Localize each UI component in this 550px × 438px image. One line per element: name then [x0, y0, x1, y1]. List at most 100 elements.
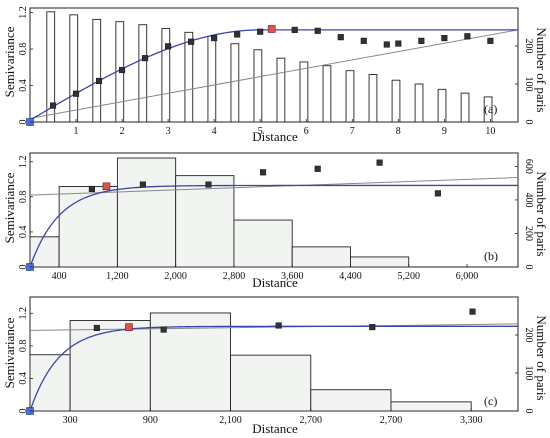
panel-c-data-point	[369, 324, 376, 331]
panel-c-x-tick-label: 300	[63, 415, 78, 426]
panel-a-x-tick-label: 4	[212, 126, 217, 137]
panel-c-bar	[310, 389, 392, 412]
panel-b-label: (b)	[484, 249, 498, 263]
panel-c: 300 900 2,100 2,700 2,700 3,300 0 0.4 0.8 1.2 0 100…	[2, 296, 549, 436]
panel-b-y-tick-label-right: 0	[523, 265, 534, 270]
panel-b-data-point	[88, 185, 95, 193]
panel-a-y-tick-label-left: 1.2	[18, 6, 29, 19]
panel-b-x-tick-label: 3,600	[281, 271, 304, 282]
panel-b-y-tick-label-left: 0.8	[18, 191, 29, 204]
panel-c-x-tick-label: 900	[143, 415, 158, 426]
panel-a-bar	[253, 49, 263, 123]
panel-a-data-point	[464, 33, 471, 40]
panel-c-model-curve	[29, 325, 518, 412]
panel-a-data-point	[49, 102, 57, 109]
panel-a-data-point	[142, 55, 149, 62]
panel-a-x-tick-label: 9	[442, 126, 447, 137]
panel-b-x-tick-label: 2,800	[223, 271, 246, 282]
panel-c-trend-line	[29, 323, 519, 331]
panel-b: 400 1,200 2,000 2,800 3,600 4,400 5,200 6,000 0 0…	[2, 152, 549, 290]
panel-b-y-tick-label-left: 0	[18, 265, 29, 270]
panel-a-bar	[437, 88, 447, 123]
panel-b-data-point	[139, 181, 146, 188]
panel-a-bar	[138, 24, 148, 123]
panel-a-bar	[161, 28, 171, 123]
panel-a-y-tick-label-left: 0	[18, 120, 29, 125]
panel-a-x-tick-label: 8	[396, 126, 401, 137]
panel-a-data-point	[418, 37, 425, 44]
panel-a-bar	[276, 57, 286, 123]
panel-c-data-point	[469, 308, 476, 315]
panel-a-x-tick-label: 6	[304, 126, 309, 137]
panel-a-bar	[368, 74, 378, 123]
panel-a-data-point	[234, 31, 241, 38]
panel-a-data-point	[314, 27, 321, 34]
panel-b-x-tick-label: 1,200	[106, 271, 129, 282]
panel-b-x-tick-label: 2,000	[164, 271, 187, 282]
panel-b-ylabel-left: Semivariance	[2, 172, 17, 243]
panel-a-x-tick-label: 1	[74, 126, 79, 137]
panel-b-y-tick-label-right: 200	[523, 226, 534, 241]
panel-b-plot: 400 1,200 2,000 2,800 3,600 4,400 5,200 6,000 0 0…	[18, 152, 534, 282]
panel-c-y-tick-label-left: 0.4	[18, 372, 29, 385]
panel-a-xlabel: Distance	[252, 129, 298, 144]
panel-a-y-tick-label-right: 100	[523, 77, 534, 92]
panel-c-y-tick-label-left: 1.2	[18, 307, 29, 320]
panel-a-label: (a)	[484, 102, 497, 116]
panel-a-bar	[322, 65, 332, 123]
panel-a-bar	[460, 92, 470, 123]
panel-c-y-tick-label-left: 0	[18, 409, 29, 414]
panel-b-ylabel-right: Number of paris	[534, 171, 549, 256]
panel-b-data-point	[434, 190, 441, 197]
panel-c-ylabel-left: Semivariance	[2, 317, 17, 388]
panel-a-bar	[483, 96, 493, 123]
panel-a-bar	[207, 35, 217, 123]
panel-a-ylabel-right: Number of paris	[534, 27, 549, 112]
panel-c-y-tick-label-right: 0	[523, 409, 534, 414]
panel-a-y-tick-label-left: 0.4	[18, 79, 29, 92]
panel-a-x-tick-label: 5	[258, 126, 263, 137]
panel-a-data-point	[119, 66, 126, 74]
panel-a-data-point	[211, 35, 218, 42]
panel-a-data-point	[291, 26, 298, 33]
panel-a-data-point	[360, 37, 367, 44]
panel-c-bar	[29, 354, 71, 412]
panel-b-data-point	[260, 169, 267, 176]
panel-c-x-tick-label: 2,700	[380, 415, 403, 426]
panel-c-bar	[69, 320, 151, 412]
panel-c-y-tick-label-right: 100	[523, 366, 534, 381]
panel-a-bar	[92, 18, 102, 123]
panel-c-y-tick-label-right: 200	[523, 328, 534, 343]
panel-c-data-point	[275, 322, 282, 329]
panel-b-xlabel: Distance	[252, 275, 298, 290]
panel-b-bar	[29, 236, 60, 268]
panel-c-data-point	[93, 324, 100, 331]
panel-a-bar	[345, 70, 355, 123]
panel-a-data-point	[487, 37, 494, 44]
panel-a-data-point	[441, 35, 448, 42]
panel-b-y-tick-label-left: 0.4	[18, 226, 29, 239]
panel-c-label: (c)	[484, 394, 497, 408]
panel-a-bar	[414, 83, 424, 123]
panel-a-bar	[230, 43, 240, 123]
panel-b-bar	[175, 175, 235, 268]
panel-b-data-point	[376, 159, 383, 166]
panel-a-data-point	[395, 40, 402, 47]
panel-b-data-point	[314, 165, 321, 172]
panel-a-x-tick-label: 7	[350, 126, 355, 137]
panel-b-model-curve	[29, 184, 518, 268]
panel-a-data-point	[165, 43, 172, 50]
panel-c-x-tick-label: 2,700	[300, 415, 323, 426]
panel-a-bar	[299, 61, 309, 123]
panel-a-highlight-point	[267, 25, 276, 33]
panel-a-bar	[391, 79, 401, 123]
panel-c-plot: 300 900 2,100 2,700 2,700 3,300 0 0.4 0.8 1.2 0 100…	[18, 296, 534, 426]
panel-a-y-tick-label-left: 0.8	[18, 43, 29, 56]
panel-a-bar	[184, 31, 194, 123]
panel-c-y-tick-label-left: 0.8	[18, 340, 29, 353]
panel-b-data-point	[205, 181, 212, 188]
panel-c-bar	[390, 401, 472, 412]
